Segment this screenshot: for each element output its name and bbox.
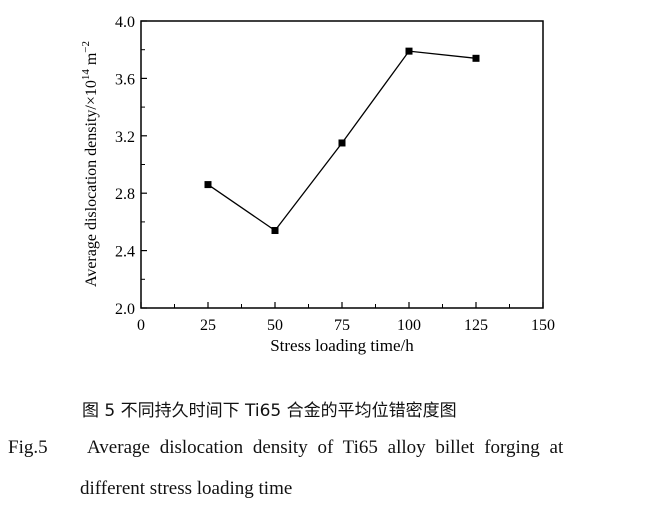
chart: 0 25 50 75 100 125 150 2.0 2.4 2.8 3.2 3.6 4.0 Stres… (80, 14, 555, 355)
x-tick-label: 125 (464, 317, 488, 334)
y-tick-label: 2.8 (115, 186, 135, 203)
y-tick-label: 4.0 (115, 14, 135, 31)
caption-en-label: Fig.5 (8, 437, 48, 458)
y-tick-label: 3.6 (115, 71, 135, 88)
x-tick-label: 150 (531, 317, 555, 334)
x-axis-label: Stress loading time/h (270, 336, 414, 355)
caption-en-line1: Average dislocation density of Ti65 allo… (87, 437, 564, 458)
x-tick-label: 100 (397, 317, 421, 334)
y-axis-label: Average dislocation density/×1014 m−2 (80, 41, 100, 287)
x-tick-label: 0 (137, 317, 145, 334)
data-point (271, 227, 279, 235)
plot-frame (140, 20, 544, 309)
y-tick-label: 2.0 (115, 301, 135, 318)
x-tick-label: 25 (200, 317, 216, 334)
x-tick-label: 75 (334, 317, 350, 334)
caption-cn: 图 5 不同持久时间下 Ti65 合金的平均位错密度图 (82, 401, 457, 421)
data-point (338, 139, 346, 147)
caption-en-line2: different stress loading time (80, 478, 293, 499)
data-point (405, 47, 413, 55)
y-tick-label: 3.2 (115, 129, 135, 146)
y-tick-label: 2.4 (115, 244, 135, 261)
x-tick-label: 50 (267, 317, 283, 334)
data-point (472, 54, 480, 62)
data-point (204, 181, 212, 189)
